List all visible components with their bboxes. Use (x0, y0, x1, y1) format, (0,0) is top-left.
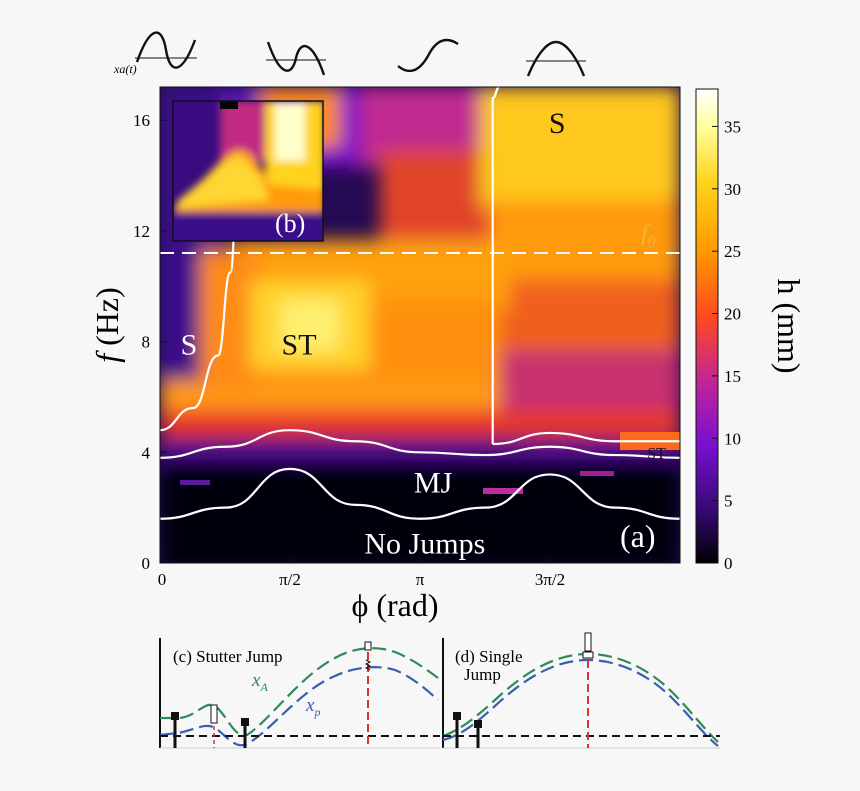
region-label-2: S (549, 107, 566, 140)
y-tick-label-4: 16 (133, 111, 150, 130)
region-label-5: No Jumps (364, 528, 485, 561)
sine-glyph-2 (397, 38, 459, 73)
x-axis-ticks: 0 π/2 π 3π/2 (158, 557, 565, 589)
y-axis-label: f (Hz) (89, 287, 125, 363)
colorbar-gradient (695, 88, 719, 564)
boundary-2 (160, 202, 239, 432)
region-label-1: ST (282, 328, 317, 361)
region-labels: S ST S ST MJ No Jumps (181, 107, 667, 561)
x-tick-label-0: 0 (158, 570, 167, 589)
boundary-0 (160, 467, 680, 520)
colorbar-label: h (mm) (771, 278, 807, 373)
panel-b-label: (b) (275, 209, 305, 238)
panel-a-label: (a) (620, 518, 656, 554)
xa-label: xA (251, 670, 268, 694)
inset-b: (b) (172, 100, 324, 242)
xa-curve-c (160, 647, 439, 737)
boundary-3 (491, 87, 500, 444)
x-axis-label: ϕ (rad) (351, 587, 438, 623)
top-signal-glyphs: xa(t) (113, 31, 586, 77)
cbar-tick-label-5: 25 (724, 242, 741, 261)
xp-curve-c (159, 666, 439, 747)
boundary-1 (160, 429, 680, 459)
cbar-tick-label-4: 20 (724, 305, 741, 324)
panel-d: (d) Single Jump (442, 632, 720, 749)
region-boundaries (160, 87, 680, 520)
sine-glyph-0 (135, 31, 197, 69)
cbar-tick-label-7: 35 (724, 117, 741, 136)
colorbar-ticks: 0 5 10 15 20 25 30 35 (712, 117, 741, 573)
cbar-tick-label-1: 5 (724, 492, 733, 511)
speckle-c (180, 480, 210, 485)
f0-label: f0 (641, 221, 656, 251)
x-tick-label-2: π (416, 570, 425, 589)
y-axis-ticks: 0 4 8 12 16 (133, 111, 166, 573)
speckle-a (483, 488, 523, 494)
y-tick-label-1: 4 (142, 443, 151, 462)
y-tick-label-0: 0 (142, 554, 151, 573)
top-signal-label: xa(t) (113, 62, 137, 76)
x-tick-label-1: π/2 (279, 570, 301, 589)
y-tick-label-2: 8 (142, 333, 151, 352)
panel-d-label-line1: (d) Single (455, 647, 523, 666)
region-label-3: ST (647, 445, 666, 462)
colorbar: 0 5 10 15 20 25 30 35 h (mm) (695, 88, 807, 573)
region-label-4: MJ (414, 467, 453, 500)
sine-glyph-3 (526, 40, 586, 77)
speckle-b (580, 471, 614, 476)
cbar-tick-label-3: 15 (724, 367, 741, 386)
hopper-2 (210, 704, 218, 724)
cbar-tick-label-6: 30 (724, 180, 741, 199)
panel-c-label: (c) Stutter Jump (173, 647, 283, 666)
boundary-4 (492, 431, 680, 446)
panel-c: (c) Stutter Jump xA xp (159, 638, 440, 749)
region-label-0: S (181, 328, 198, 361)
x-tick-label-3: 3π/2 (535, 570, 565, 589)
xp-label: xp (305, 695, 320, 719)
panel-d-label-line2: Jump (464, 665, 501, 684)
cbar-tick-label-2: 10 (724, 429, 741, 448)
sine-glyph-1 (266, 41, 326, 76)
y-tick-label-3: 12 (133, 222, 150, 241)
cbar-tick-label-0: 0 (724, 554, 733, 573)
